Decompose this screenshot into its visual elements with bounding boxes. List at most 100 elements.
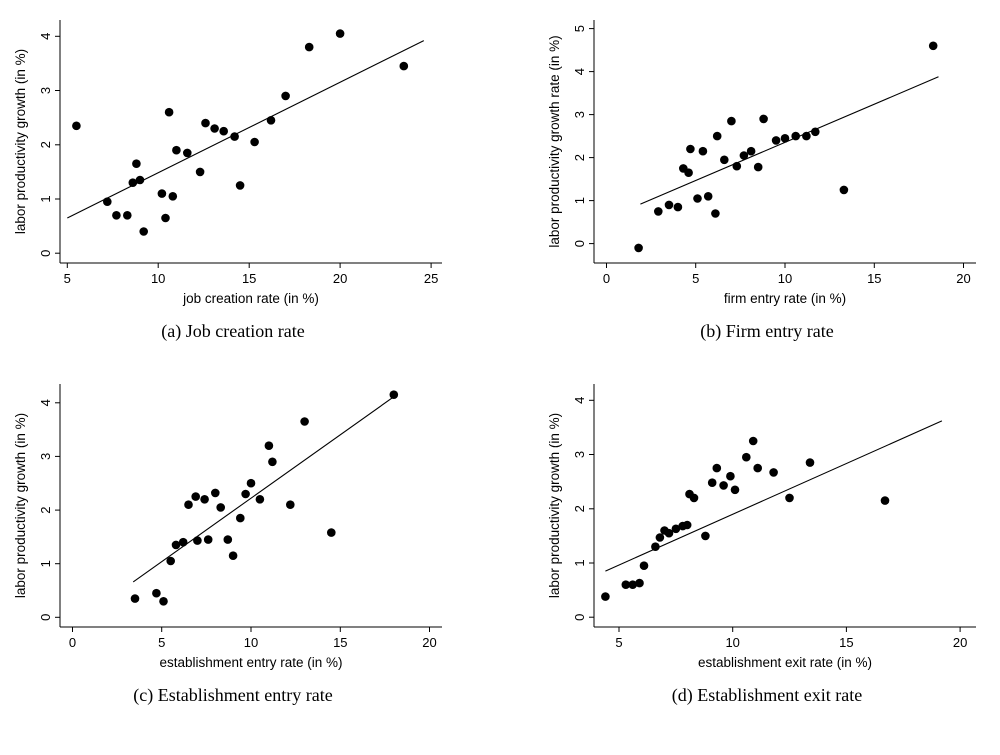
data-point xyxy=(223,535,233,544)
x-tick-label: 5 xyxy=(64,271,71,286)
scatter-svg: 0 5 10 15 20 0 1 2 3 4 establishment entry rate (i… xyxy=(13,384,442,670)
y-tick-label: 0 xyxy=(38,614,53,621)
y-tick-label: 3 xyxy=(38,87,53,94)
data-point xyxy=(203,535,213,544)
x-axis-title: establishment entry rate (in %) xyxy=(159,655,342,670)
data-point xyxy=(193,536,202,545)
data-point xyxy=(664,200,674,210)
data-point xyxy=(780,134,790,143)
chart-establishment-exit-rate: 5 10 15 20 0 1 2 3 4 establishment exit rate (in … xyxy=(546,372,988,677)
data-point xyxy=(727,116,736,126)
y-tick-label: 1 xyxy=(38,560,53,567)
x-tick-label: 5 xyxy=(615,635,622,650)
data-point xyxy=(730,485,740,495)
y-tick-label: 5 xyxy=(572,25,587,32)
x-tick-label: 10 xyxy=(778,271,792,286)
data-point xyxy=(216,503,225,512)
data-point xyxy=(246,478,256,488)
data-point xyxy=(621,580,631,589)
data-point xyxy=(748,436,758,446)
panel-c: 0 5 10 15 20 0 1 2 3 4 establishment entry rate (i… xyxy=(12,372,454,706)
data-point xyxy=(720,155,729,165)
panel-d: 5 10 15 20 0 1 2 3 4 establishment exit rate (in … xyxy=(546,372,988,706)
data-point xyxy=(304,42,314,52)
data-point xyxy=(171,540,181,550)
data-point xyxy=(123,211,132,220)
data-point xyxy=(673,202,683,212)
caption-d: (d) Establishment exit rate xyxy=(671,685,863,705)
data-point xyxy=(112,211,121,220)
x-tick-label: 25 xyxy=(424,271,438,286)
data-point xyxy=(635,578,644,588)
data-point xyxy=(682,520,692,530)
data-point xyxy=(130,594,140,603)
y-tick-label: 1 xyxy=(572,559,587,566)
y-tick-label: 2 xyxy=(38,506,53,513)
data-point xyxy=(785,493,794,503)
y-tick-label: 1 xyxy=(38,195,53,202)
data-point xyxy=(241,489,250,499)
x-tick-label: 0 xyxy=(69,635,76,650)
data-point xyxy=(654,207,663,216)
data-point xyxy=(266,116,276,125)
y-tick-label: 4 xyxy=(38,399,53,406)
x-tick-label: 20 xyxy=(333,271,347,286)
x-tick-label: 15 xyxy=(242,271,256,286)
data-point xyxy=(128,178,138,187)
data-point xyxy=(335,29,345,38)
x-tick-label: 5 xyxy=(692,271,699,286)
data-point xyxy=(152,588,161,598)
data-point xyxy=(255,495,265,504)
data-point xyxy=(707,478,717,487)
x-tick-label: 10 xyxy=(244,635,258,650)
data-point xyxy=(172,145,181,155)
data-point xyxy=(726,471,735,481)
data-point xyxy=(132,159,141,168)
y-tick-label: 4 xyxy=(38,33,53,40)
fit-line xyxy=(640,76,939,205)
data-point xyxy=(802,131,811,141)
x-axis-title: firm entry rate (in %) xyxy=(724,291,846,306)
data-point xyxy=(399,61,409,71)
x-axis-title: job creation rate (in %) xyxy=(182,291,319,306)
y-tick-label: 4 xyxy=(572,397,587,404)
data-point xyxy=(228,551,238,560)
data-point xyxy=(664,528,674,538)
data-point xyxy=(701,531,710,541)
y-tick-label: 3 xyxy=(38,453,53,460)
data-point xyxy=(161,213,170,223)
data-point xyxy=(771,136,781,145)
data-point xyxy=(389,390,399,399)
panel-grid: 5 10 15 20 25 0 1 2 3 4 job creation rate (in %) la… xyxy=(12,8,988,706)
x-tick-label: 5 xyxy=(158,635,165,650)
data-point xyxy=(200,495,209,504)
data-point xyxy=(168,192,178,201)
data-point xyxy=(236,513,245,523)
data-point xyxy=(880,496,890,505)
data-point xyxy=(210,124,219,133)
data-point xyxy=(139,227,148,236)
data-point xyxy=(72,121,81,131)
chart-firm-entry-rate: 0 5 10 15 20 0 1 2 3 4 5 firm entry rate (in %) labo… xyxy=(546,8,988,313)
fit-line xyxy=(67,40,425,219)
data-point xyxy=(671,524,681,534)
data-point xyxy=(219,126,228,136)
data-point xyxy=(166,556,175,566)
y-tick-label: 2 xyxy=(572,505,587,512)
x-tick-label: 20 xyxy=(422,635,436,650)
data-point xyxy=(164,107,174,117)
data-point xyxy=(791,131,800,141)
data-point xyxy=(264,441,274,450)
caption-c: (c) Establishment entry rate xyxy=(133,685,333,705)
data-point xyxy=(684,168,693,177)
data-point xyxy=(753,162,763,172)
data-point xyxy=(928,41,938,51)
x-tick-label: 20 xyxy=(953,635,967,650)
data-point xyxy=(732,161,742,171)
fit-line xyxy=(132,393,398,583)
data-point xyxy=(712,463,722,473)
data-point xyxy=(769,468,778,477)
x-tick-label: 15 xyxy=(867,271,881,286)
data-point xyxy=(157,189,167,198)
